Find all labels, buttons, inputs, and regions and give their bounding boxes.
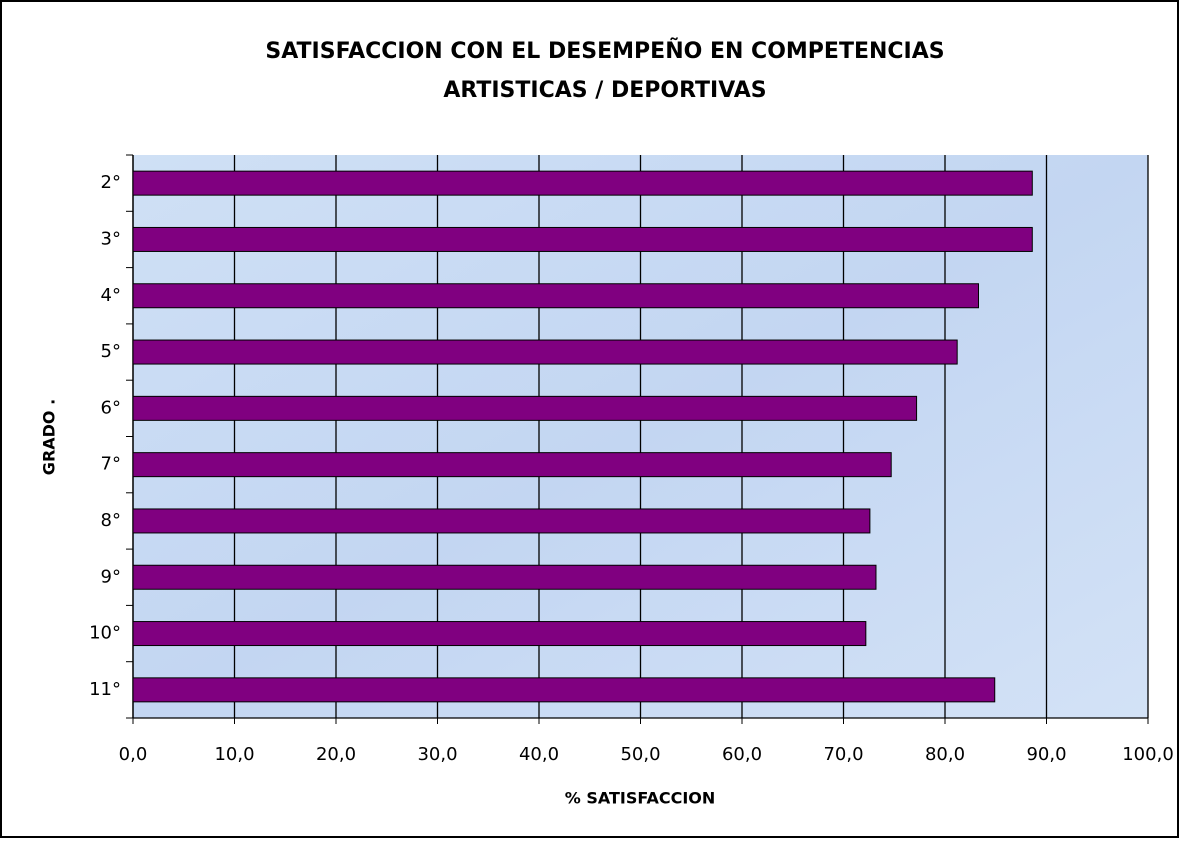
bar bbox=[132, 452, 892, 478]
y-tick-label: 5° bbox=[101, 341, 121, 362]
x-tick-label: 80,0 bbox=[925, 744, 965, 765]
bar bbox=[132, 226, 1033, 252]
y-tick-label: 10° bbox=[89, 623, 121, 644]
x-tick-label: 40,0 bbox=[519, 744, 559, 765]
x-tick-label: 100,0 bbox=[1122, 744, 1174, 765]
bar bbox=[132, 508, 871, 534]
y-tick-label: 8° bbox=[101, 510, 121, 531]
x-tick-label: 30,0 bbox=[417, 744, 457, 765]
bar bbox=[132, 395, 918, 421]
bar bbox=[132, 339, 958, 365]
y-tick-label: 11° bbox=[89, 679, 121, 700]
x-axis-title: % SATISFACCION bbox=[565, 789, 716, 808]
x-tick-label: 90,0 bbox=[1026, 744, 1066, 765]
y-tick-label: 7° bbox=[101, 454, 121, 475]
x-tick-label: 20,0 bbox=[316, 744, 356, 765]
y-axis-title: GRADO . bbox=[40, 399, 59, 475]
y-tick-label: 3° bbox=[101, 228, 121, 249]
y-tick-label: 4° bbox=[101, 285, 121, 306]
chart-title: SATISFACCION CON EL DESEMPEÑO EN COMPETE… bbox=[265, 38, 944, 64]
bar bbox=[132, 621, 867, 647]
y-tick-label: 2° bbox=[101, 172, 121, 193]
x-tick-label: 60,0 bbox=[722, 744, 762, 765]
bar bbox=[132, 564, 877, 590]
bar bbox=[132, 677, 996, 703]
x-tick-label: 0,0 bbox=[119, 744, 148, 765]
y-tick-label: 9° bbox=[101, 566, 121, 587]
y-tick-label: 6° bbox=[101, 397, 121, 418]
x-tick-label: 50,0 bbox=[620, 744, 660, 765]
chart-title: ARTISTICAS / DEPORTIVAS bbox=[443, 78, 766, 103]
x-tick-label: 10,0 bbox=[214, 744, 254, 765]
bar bbox=[132, 283, 979, 309]
x-tick-label: 70,0 bbox=[823, 744, 863, 765]
bar bbox=[132, 170, 1033, 196]
